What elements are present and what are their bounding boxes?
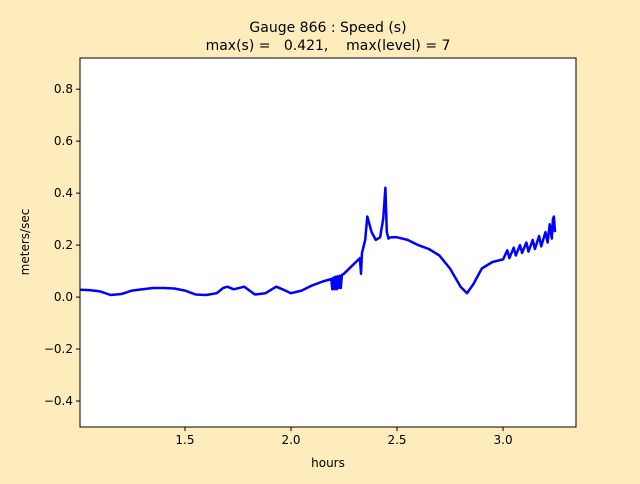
x-tick-label: 2.0 [281, 433, 300, 447]
y-tick-label: −0.4 [44, 394, 73, 408]
series-line [79, 186, 557, 297]
y-tick-label: 0.4 [54, 186, 73, 200]
x-tick-label: 3.0 [494, 433, 513, 447]
y-axis-label: meters/sec [18, 209, 32, 276]
x-axis-label: hours [311, 456, 345, 470]
y-tick-label: 0.8 [54, 82, 73, 96]
y-tick-label: 0.6 [54, 134, 73, 148]
chart-subtitle: max(s) = 0.421, max(level) = 7 [206, 38, 451, 54]
y-tick-label: 0.0 [54, 290, 73, 304]
y-tick-label: −0.2 [44, 342, 73, 356]
x-tick-label: 1.5 [175, 433, 194, 447]
plot-frame [79, 57, 577, 428]
y-tick-label: 0.2 [54, 238, 73, 252]
plot-area [80, 58, 576, 427]
x-tick-label: 2.5 [387, 433, 406, 447]
chart-title: Gauge 866 : Speed (s) [249, 20, 406, 36]
